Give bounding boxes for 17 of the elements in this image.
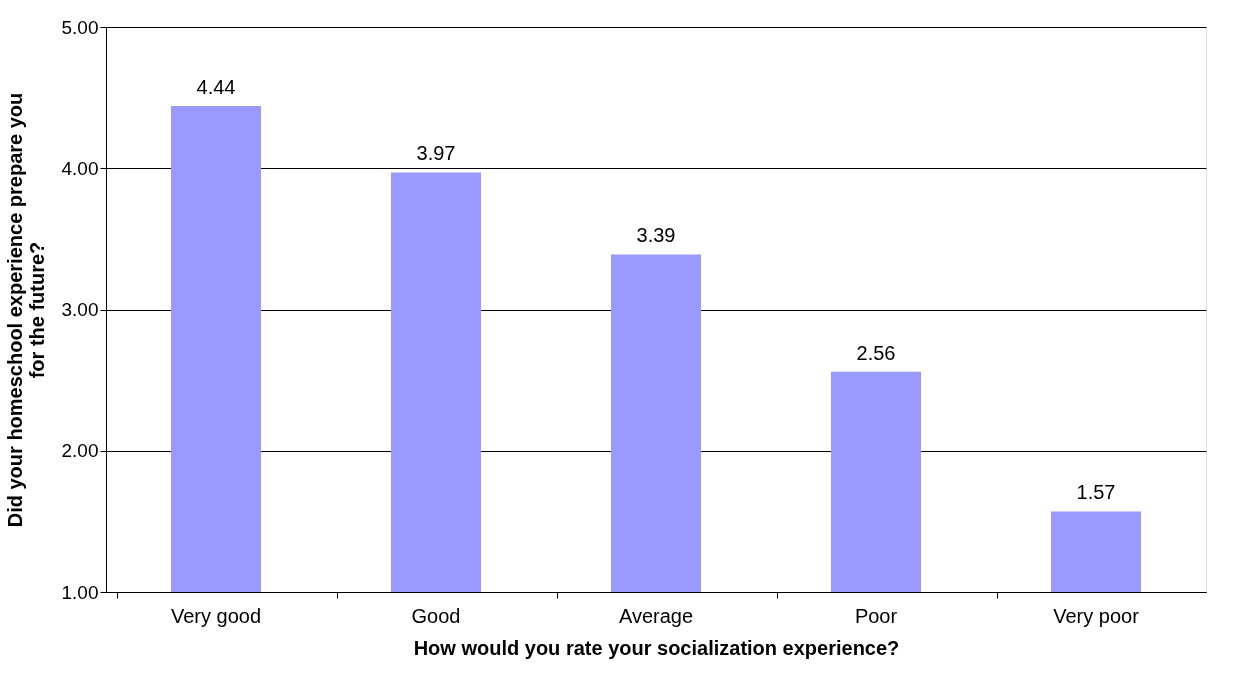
y-tick-label: 2.00: [61, 440, 99, 462]
x-tick-label: Poor: [854, 604, 898, 627]
x-tick-label: Very poor: [1053, 604, 1140, 627]
y-tick-label: 1.00: [61, 581, 99, 603]
y-tick-label: 3.00: [61, 299, 99, 320]
data-label: 2.56: [856, 341, 896, 364]
y-axis-title: Did your homeschool experience prepare you for the future?: [3, 92, 48, 528]
y-tick-label: 5.00: [61, 16, 99, 38]
x-tick-label: Very good: [170, 604, 262, 627]
x-tick-label: Good: [411, 604, 461, 627]
data-label: 4.44: [196, 76, 236, 99]
y-tick-label: 4.00: [61, 157, 99, 179]
data-label: 3.97: [416, 142, 456, 165]
x-axis-title: How would you rate your socialization experience?: [413, 636, 900, 659]
data-label: 1.57: [1076, 481, 1116, 504]
x-tick-label: Average: [618, 604, 694, 627]
data-label: 3.39: [636, 224, 676, 247]
